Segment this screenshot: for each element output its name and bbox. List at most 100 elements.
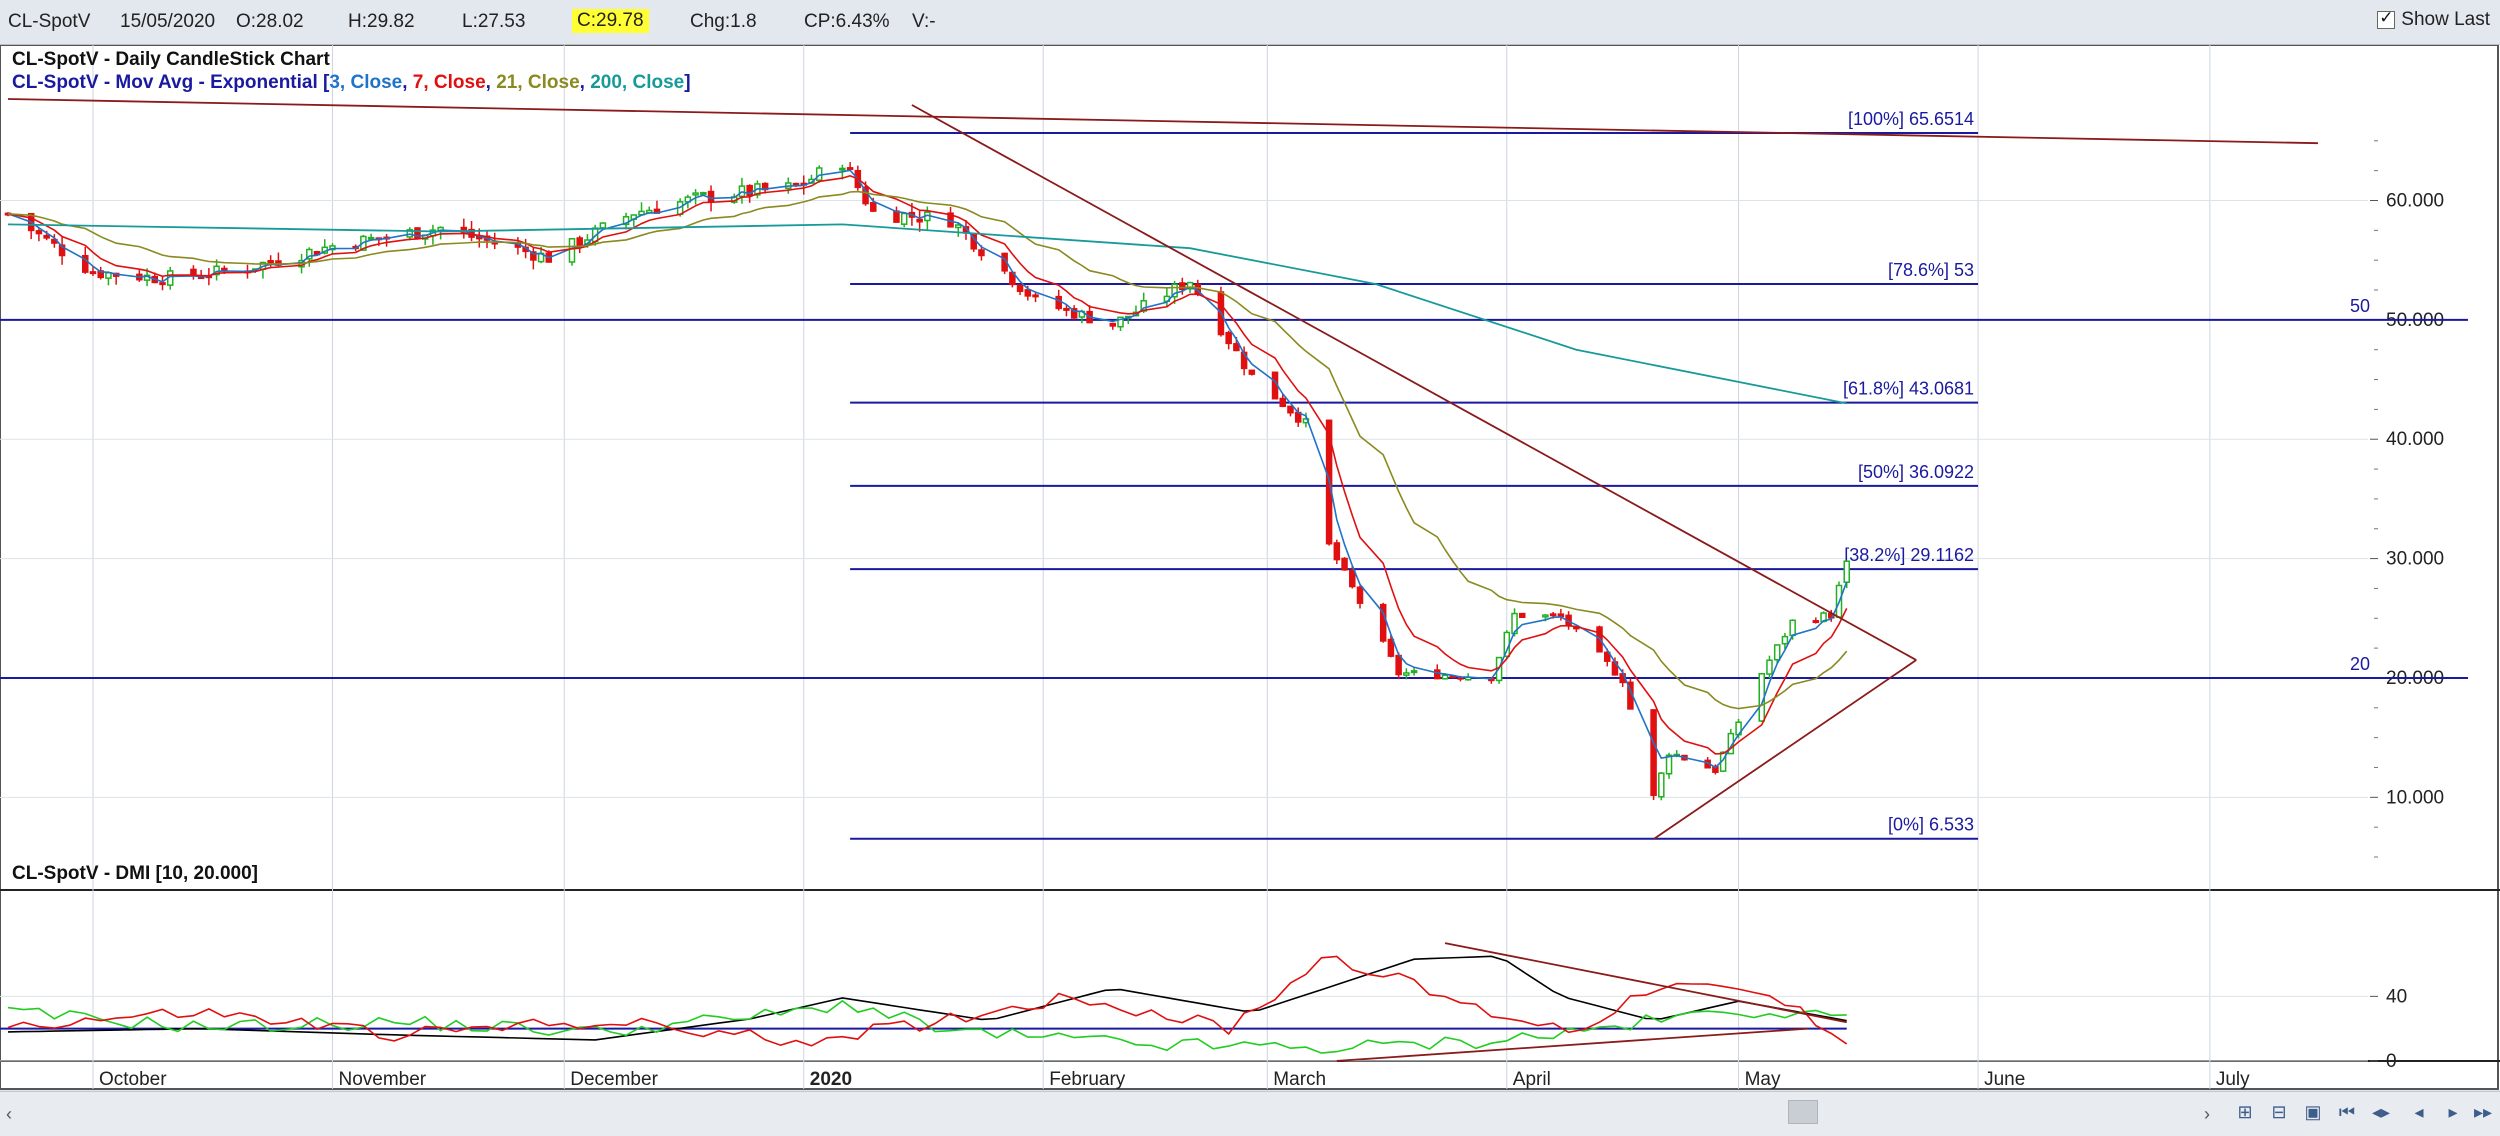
last-bar-icon[interactable]: ▸▸ (2473, 1102, 2493, 1122)
scroll-left-arrow-icon[interactable]: ‹ (6, 1104, 12, 1124)
change-percent-label: CP:6.43% (804, 11, 890, 32)
candle-body (1812, 620, 1820, 624)
candle-body (1557, 613, 1565, 618)
candle-body (1063, 307, 1070, 311)
candlestick-series (4, 162, 1850, 801)
price-and-dmi-chart[interactable]: October November December 2020 February March… (0, 45, 2500, 1090)
fibonacci-level-label: [50%] 36.0922 (1858, 462, 1974, 482)
candle-body (893, 210, 900, 223)
candle-body (746, 184, 753, 197)
candle-body (846, 167, 854, 171)
candle-body (1395, 654, 1402, 676)
fibonacci-level-label: [61.8%] 43.0681 (1843, 379, 1974, 399)
candle-body (306, 248, 313, 260)
candle-body (1333, 542, 1341, 561)
change-label: Chg:1.8 (690, 11, 757, 32)
price-trendline (911, 104, 1917, 661)
next-bar-icon[interactable]: ▸ (2448, 1102, 2458, 1122)
candle-body (530, 251, 537, 261)
candle-body (568, 238, 576, 263)
candle-body (1055, 295, 1062, 310)
candle-body (159, 282, 166, 286)
month-label: 2020 (810, 1069, 852, 1090)
candle-body (1349, 569, 1356, 588)
candle-body (900, 212, 908, 225)
zoom-out-icon[interactable]: ⊟ (2271, 1102, 2287, 1122)
candle-body (1843, 560, 1850, 583)
dmi-trendline (1336, 1027, 1809, 1062)
horizontal-scroll-thumb[interactable] (1788, 1100, 1818, 1124)
high-label: H:29.82 (348, 11, 415, 32)
candle-body (58, 244, 66, 257)
moving-average-legend: CL-SpotV - Mov Avg - Exponential [3, Clo… (12, 72, 691, 93)
candle-body (1549, 613, 1557, 617)
volume-label: V:- (912, 11, 936, 32)
candle-body (1287, 405, 1294, 414)
candle-body (43, 234, 50, 239)
candle-body (707, 190, 715, 203)
horizontal-level-label: 50 (2350, 296, 2370, 316)
candle-body (35, 230, 43, 235)
show-last-toggle[interactable]: Show Last (2377, 8, 2490, 31)
candle-body (1279, 397, 1287, 408)
ema-21-line (7, 190, 1848, 710)
previous-bar-icon[interactable]: ◂ (2414, 1102, 2424, 1122)
candle-body (815, 167, 823, 181)
candle-body (978, 249, 985, 257)
candle-body (1766, 659, 1773, 675)
candle-body (1434, 669, 1441, 680)
symbol-label: CL-SpotV (8, 11, 91, 32)
candle-body (1773, 644, 1781, 661)
price-tick-label: 40.000 (2386, 429, 2444, 450)
candle-body (1225, 331, 1232, 345)
scroll-both-icon[interactable]: ◂▸ (2371, 1102, 2391, 1122)
chart-panel[interactable]: October November December 2020 February March… (0, 45, 2500, 1090)
candle-body (1410, 670, 1418, 674)
show-last-label: Show Last (2401, 9, 2490, 30)
month-label: July (2216, 1069, 2250, 1090)
candle-body (1117, 316, 1124, 328)
candle-body (870, 202, 877, 212)
first-bar-icon[interactable]: ⏮ (2338, 1102, 2356, 1122)
candle-body (213, 265, 220, 276)
fit-chart-icon[interactable]: ▣ (2304, 1102, 2322, 1122)
low-label: L:27.53 (462, 11, 526, 32)
month-label: April (1513, 1069, 1551, 1090)
candle-body (267, 260, 274, 264)
ema-3-line (7, 169, 1848, 769)
candle-body (1109, 322, 1117, 327)
candle-body (1341, 557, 1348, 571)
candle-body (576, 237, 583, 247)
open-label: O:28.02 (236, 11, 304, 32)
date-label: 15/05/2020 (120, 11, 216, 32)
candle-body (1024, 289, 1032, 297)
candle-body (1248, 369, 1256, 375)
month-label: June (1984, 1069, 2025, 1090)
candle-body (1542, 614, 1549, 618)
zoom-in-icon[interactable]: ⊞ (2237, 1102, 2253, 1122)
month-label: December (570, 1069, 658, 1090)
candle-body (1518, 612, 1526, 619)
candle-body (955, 224, 962, 229)
candle-body (1032, 294, 1039, 298)
candle-body (329, 245, 336, 251)
candle-body (1665, 754, 1673, 775)
price-trendline (7, 98, 2319, 145)
dmi-tick-label: 0 (2386, 1051, 2397, 1072)
dmi-chart-title: CL-SpotV - DMI [10, 20.000] (12, 863, 258, 884)
price-trendline (1653, 659, 1917, 840)
ema-7-line (7, 174, 1848, 755)
price-tick-label: 60.000 (2386, 190, 2444, 211)
candle-body (1070, 308, 1078, 319)
navigation-bar: ‹ › ⊞ ⊟ ▣ ⏮ ◂▸ ◂ ▸ ▸▸ (0, 1091, 2500, 1136)
month-label: May (1745, 1069, 1781, 1090)
candle-body (916, 218, 923, 223)
price-tick-label: 10.000 (2386, 787, 2444, 808)
show-last-checkbox[interactable] (2377, 8, 2396, 29)
price-chart-title: CL-SpotV - Daily CandleStick Chart (12, 49, 330, 70)
fibonacci-level-label: [0%] 6.533 (1888, 815, 1974, 835)
scroll-right-arrow-icon[interactable]: › (2204, 1104, 2210, 1124)
di-plus-line (7, 999, 1847, 1054)
candle-body (81, 255, 89, 273)
